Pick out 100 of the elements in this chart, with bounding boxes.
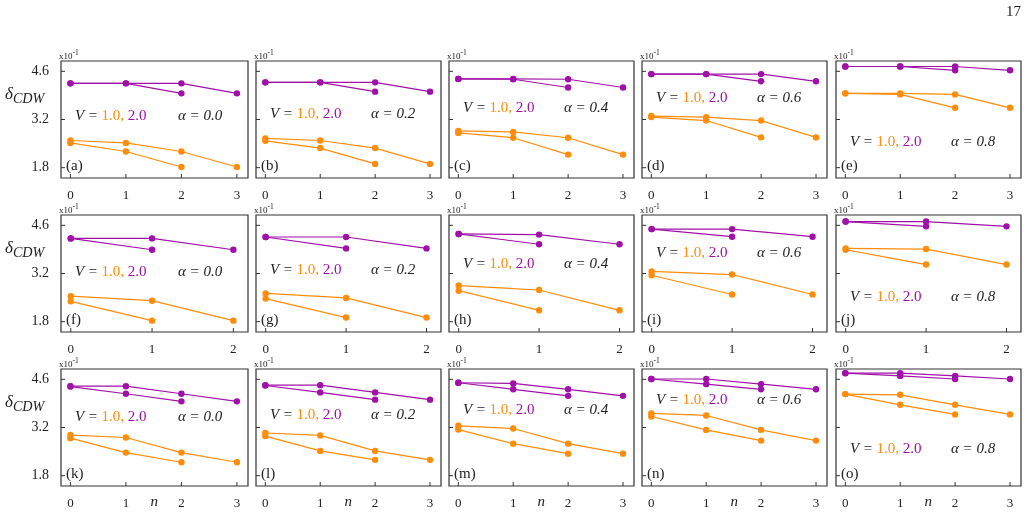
- x-tick-label: 2: [564, 187, 572, 203]
- x-tick-label: 0: [842, 495, 849, 511]
- legend-title: V =: [850, 440, 874, 457]
- annotation: α = 0.6: [757, 391, 802, 408]
- legend-title: V =: [75, 408, 99, 425]
- x-tick-label: 0: [262, 341, 269, 357]
- series-label: 2.0: [127, 262, 147, 279]
- annotation: x10$^{-1}$: [834, 48, 854, 61]
- y-tick-label: 4.6: [31, 63, 49, 78]
- x-tick-label: 1: [148, 341, 156, 357]
- series-label: 1.0,: [489, 400, 513, 417]
- x-tick-label: 3: [233, 495, 241, 511]
- annotation: (o): [841, 465, 859, 481]
- annotation: α = 0.2: [371, 260, 416, 277]
- series-label: 1.0,: [682, 391, 706, 408]
- series-label: 1.0,: [296, 105, 320, 122]
- series-label: 1.0,: [489, 99, 513, 116]
- legend-title: V =: [850, 288, 874, 305]
- annotation: (m): [454, 465, 476, 481]
- annotation: (a): [66, 157, 83, 173]
- annotation: (d): [647, 157, 665, 173]
- annotation: α = 0.0: [178, 106, 223, 123]
- x-tick-label: 1: [122, 495, 130, 511]
- y-axis-title: δ$_{CDW}$: [5, 392, 45, 415]
- x-tick-label: 1: [342, 341, 350, 357]
- annotation: (j): [841, 311, 856, 327]
- x-tick-label: 2: [371, 187, 379, 203]
- x-tick-label: 1: [509, 187, 517, 203]
- x-tick-label: 1: [316, 495, 324, 511]
- annotation: x10$^{-1}$: [447, 48, 467, 61]
- series-label: 1.0,: [101, 106, 125, 123]
- x-tick-label: 0: [262, 495, 269, 511]
- y-axis-title: δ$_{CDW}$: [5, 84, 45, 107]
- x-tick-label: 2: [230, 341, 237, 357]
- legend-title: V =: [850, 132, 874, 149]
- x-tick-label: 2: [423, 341, 430, 357]
- annotation: x10$^{-1}$: [254, 202, 274, 215]
- annotation: (g): [261, 311, 279, 327]
- legend-title: V =: [463, 254, 487, 271]
- annotation: (n): [647, 465, 665, 481]
- x-tick-label: 1: [702, 495, 710, 511]
- y-tick-label: 1.8: [31, 467, 49, 483]
- annotation: x10$^{-1}$: [59, 202, 79, 215]
- y-axis-title: δ$_{CDW}$: [5, 238, 45, 261]
- annotation: α = 0.6: [757, 244, 802, 261]
- series-label: 1.0,: [682, 244, 706, 261]
- annotation: α = 0.2: [371, 105, 416, 122]
- x-tick-label: 2: [951, 495, 959, 511]
- x-tick-label: 3: [812, 495, 820, 511]
- x-tick-label: 1: [896, 495, 904, 511]
- x-tick-label: 1: [728, 341, 736, 357]
- annotation: (b): [261, 157, 279, 173]
- x-tick-label: 3: [812, 187, 820, 203]
- series-label: 2.0: [322, 105, 342, 122]
- annotation: (k): [66, 465, 84, 481]
- annotation: α = 0.4: [564, 400, 609, 417]
- annotation: α = 0.0: [178, 262, 223, 279]
- annotation: x10$^{-1}$: [447, 356, 467, 369]
- x-tick-label: 0: [455, 187, 462, 203]
- x-tick-label: 0: [648, 341, 655, 357]
- series-label: 2.0: [515, 99, 535, 116]
- x-tick-label: 2: [564, 495, 572, 511]
- x-tick-label: 0: [455, 341, 462, 357]
- series-label: 2.0: [515, 400, 535, 417]
- text: 2.0: [902, 132, 922, 149]
- x-tick-label: 0: [67, 341, 75, 357]
- series-label: 1.0,: [682, 88, 706, 105]
- text: 2.0: [902, 288, 922, 305]
- x-tick-label: 2: [178, 187, 185, 203]
- x-tick-label: 2: [178, 495, 185, 511]
- legend-title: V =: [75, 262, 99, 279]
- series-label: 2.0: [127, 408, 147, 425]
- annotation: (i): [647, 311, 662, 327]
- series-label: 2.0: [708, 88, 728, 105]
- x-tick-label: 0: [842, 341, 849, 357]
- legend-title: V =: [656, 244, 680, 261]
- y-tick-label: 4.6: [31, 217, 49, 232]
- x-tick-label: 2: [757, 187, 765, 203]
- annotation: (e): [841, 157, 858, 173]
- x-tick-label: 3: [233, 187, 241, 203]
- y-tick-label: 1.8: [31, 159, 49, 175]
- x-tick-label: 0: [67, 495, 74, 511]
- text: 17: [1006, 3, 1021, 19]
- text: 1.0,: [876, 132, 900, 149]
- legend-title: V =: [270, 260, 294, 277]
- series-label: 2.0: [515, 254, 535, 271]
- annotation: (c): [454, 157, 471, 173]
- x-tick-label: 1: [316, 187, 324, 203]
- text: 1.0,: [876, 288, 900, 305]
- x-tick-label: 0: [648, 495, 655, 511]
- annotation: (l): [261, 465, 276, 481]
- y-tick-label: 1.8: [31, 313, 49, 329]
- x-tick-label: 0: [842, 187, 849, 203]
- y-tick-label: 3.2: [31, 265, 49, 281]
- series-label: 2.0: [708, 244, 728, 261]
- annotation: x10$^{-1}$: [834, 202, 854, 215]
- legend-title: V =: [463, 400, 487, 417]
- x-tick-label: 1: [702, 187, 710, 203]
- series-label: 2.0: [708, 391, 728, 408]
- annotation: α = 0.0: [178, 408, 223, 425]
